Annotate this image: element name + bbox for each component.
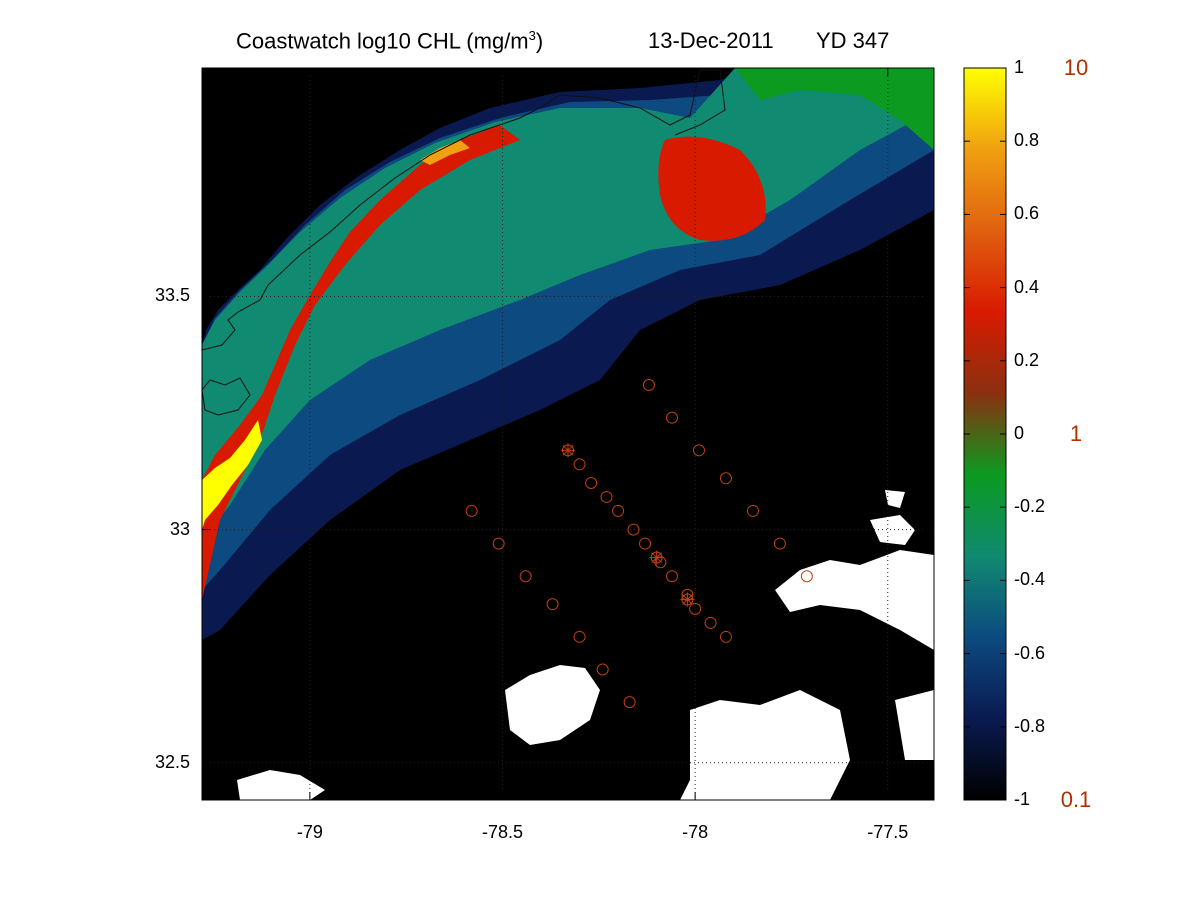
station-circle xyxy=(596,663,609,676)
station-circle xyxy=(492,537,505,550)
station-circle xyxy=(689,602,702,615)
cloud-patch-4 xyxy=(870,515,915,545)
station-circle xyxy=(704,616,717,629)
station-star xyxy=(680,592,695,607)
station-circle xyxy=(692,444,705,457)
station-markers xyxy=(465,379,813,709)
cloud-patch-2 xyxy=(680,690,850,800)
title-yearday: YD 347 xyxy=(816,28,890,53)
colorbar-tick-label: 0.4 xyxy=(1014,276,1040,297)
y-tick-label: 33.5 xyxy=(154,285,190,306)
station-star xyxy=(649,550,664,565)
colorbar-tick-label: -1 xyxy=(1014,789,1031,809)
station-circle xyxy=(612,504,625,517)
station-circle xyxy=(719,472,732,485)
y-tick-label: 32.5 xyxy=(154,751,190,772)
colorbar-tick-label: -0.6 xyxy=(1014,642,1046,663)
title-date: 13-Dec-2011 xyxy=(648,28,774,53)
coastline xyxy=(202,69,726,351)
station-circle xyxy=(719,630,732,643)
colorbar-tick-label: 0 xyxy=(1014,423,1025,443)
station-circle xyxy=(573,458,586,471)
x-tick-label: -77.5 xyxy=(867,822,909,842)
station-circle xyxy=(546,598,559,611)
station-circle xyxy=(654,556,667,569)
title-product: Coastwatch log10 CHL (mg/m xyxy=(236,28,529,54)
station-circle xyxy=(519,570,532,583)
colorbar-tick-label: 1 xyxy=(1014,57,1025,77)
x-tick-label: -79 xyxy=(296,822,323,842)
nearshore-yellow-patch xyxy=(202,420,262,530)
station-circle xyxy=(666,570,679,583)
station-circle xyxy=(639,537,652,550)
coastal-orange-patch xyxy=(420,140,470,165)
concentration-label: 10 xyxy=(1063,55,1089,80)
figure-title: Coastwatch log10 CHL (mg/m3) xyxy=(236,28,543,54)
x-tick-label: -78.5 xyxy=(481,822,524,842)
offshore-bloom-patch xyxy=(658,136,766,241)
title-close-paren: ) xyxy=(535,28,544,54)
colorbar-tick-label: -0.8 xyxy=(1014,715,1046,736)
northeast-green-patch xyxy=(735,68,934,150)
x-tick-label: -78 xyxy=(682,822,709,842)
concentration-label: 1 xyxy=(1069,421,1083,446)
colorbar-tick-label: 0.6 xyxy=(1014,203,1040,224)
map-tick-marks xyxy=(202,68,934,800)
colorbar-tick-label: 0.8 xyxy=(1014,130,1040,151)
station-circle xyxy=(746,504,759,517)
colorbar-ticks xyxy=(964,67,1006,801)
estuary-outline xyxy=(202,377,251,416)
station-circle xyxy=(666,411,679,424)
cloud-patch-1 xyxy=(505,665,600,745)
station-circle xyxy=(585,476,598,489)
cloud-patch-7 xyxy=(895,690,934,760)
map-frame xyxy=(201,67,935,801)
station-circle xyxy=(573,630,586,643)
station-circle xyxy=(623,696,636,709)
concentration-label: 0.1 xyxy=(1060,787,1092,812)
map-imagery xyxy=(202,68,934,800)
station-circle xyxy=(465,504,478,517)
station-circle xyxy=(800,570,813,583)
title-unit-superscript: 3 xyxy=(528,28,536,43)
colorbar xyxy=(963,67,1007,801)
colorbar-tick-label: 0.2 xyxy=(1014,349,1040,370)
colorbar-tick-label: -0.2 xyxy=(1014,496,1046,517)
cloud-patch-5 xyxy=(885,490,905,508)
colorbar-tick-label: -0.4 xyxy=(1014,569,1046,590)
station-circle xyxy=(627,523,640,536)
station-circle xyxy=(773,537,786,550)
station-star xyxy=(561,443,575,458)
y-tick-label: 33 xyxy=(169,518,190,539)
station-circle xyxy=(642,379,655,392)
station-circle xyxy=(600,490,613,503)
cloud-patch-6 xyxy=(237,770,325,800)
cloud-patch-3 xyxy=(775,550,934,650)
